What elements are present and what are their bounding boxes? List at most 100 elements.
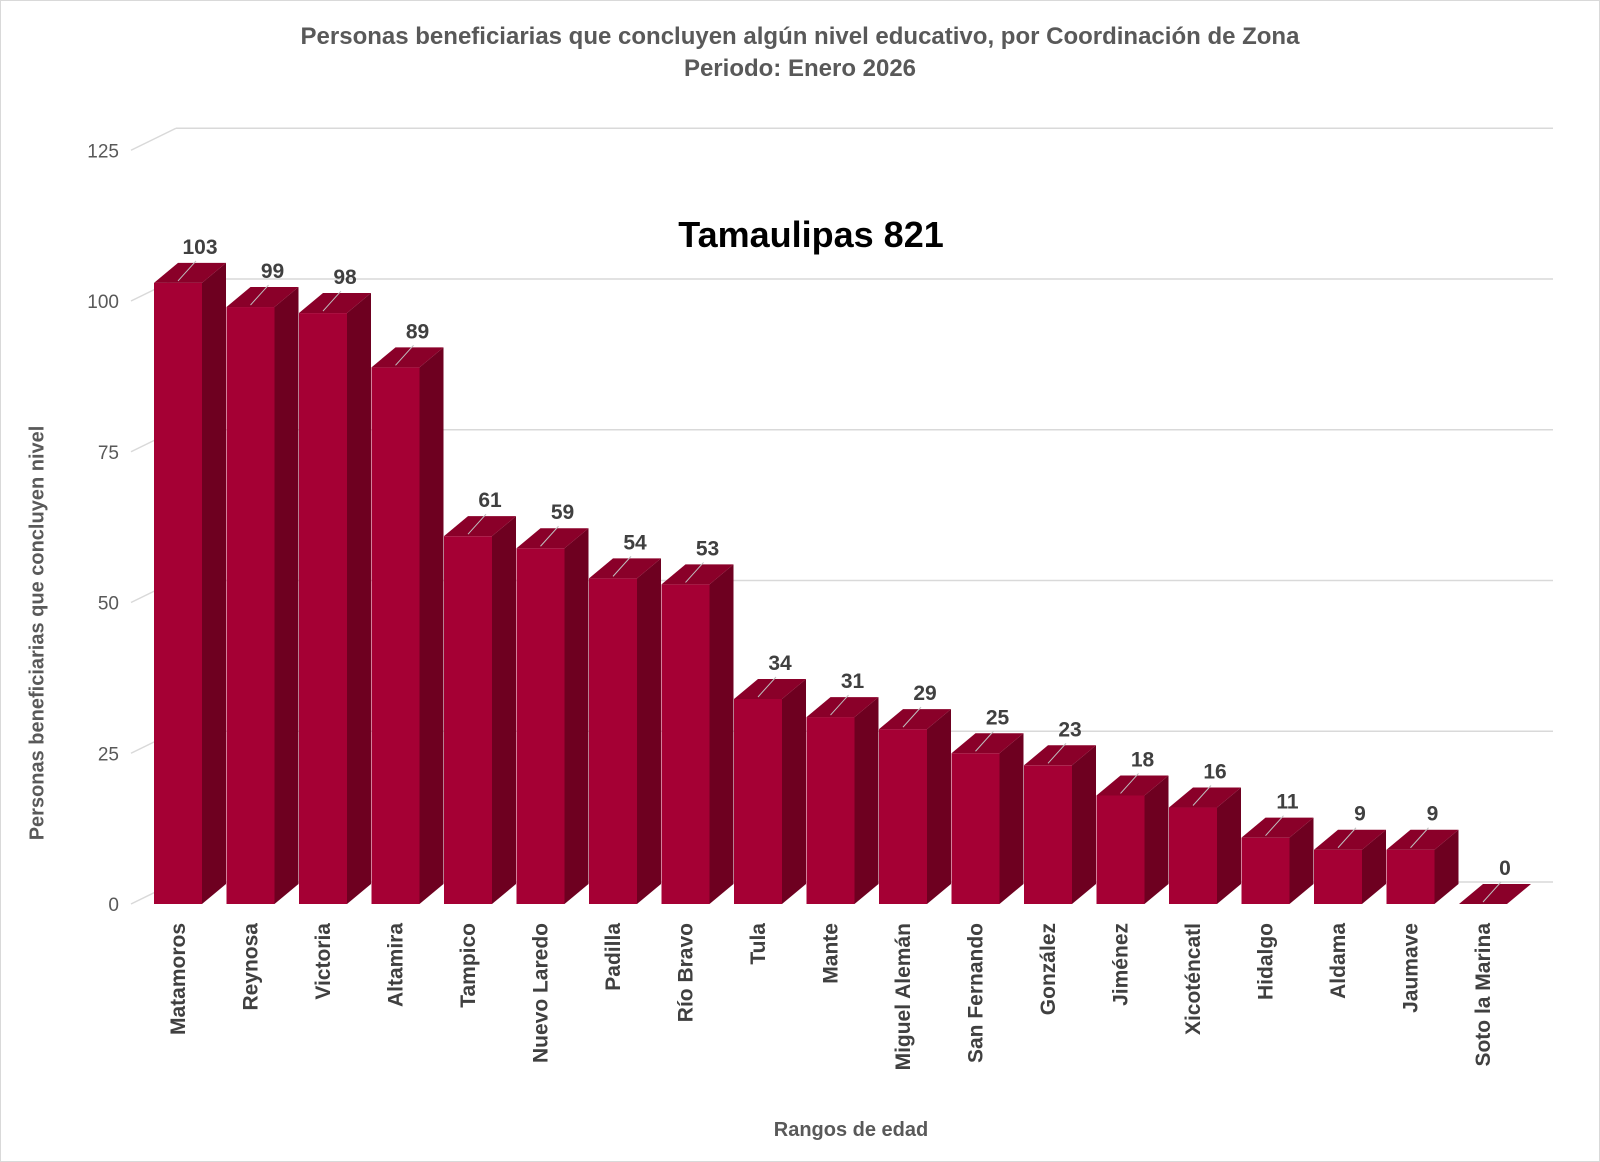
- bar: [1169, 807, 1217, 904]
- x-tick-label: Reynosa: [240, 923, 263, 1011]
- y-axis-title-text: Personas beneficiarias que concluyen niv…: [26, 425, 49, 841]
- x-tick-label: Xicoténcatl: [1182, 923, 1205, 1035]
- bar-top: [1386, 829, 1459, 850]
- bar-side: [709, 564, 734, 904]
- x-tick-label: Tampico: [457, 923, 480, 1008]
- y-tick-label: 25: [98, 744, 119, 765]
- bar-side: [274, 287, 299, 904]
- x-tick-label: Padilla: [602, 923, 625, 991]
- bar: [1386, 849, 1435, 904]
- data-label: 34: [768, 652, 792, 675]
- bar-side: [564, 528, 589, 904]
- bar: [879, 729, 927, 904]
- bar-top: [154, 262, 226, 283]
- bar-top: [1314, 829, 1386, 850]
- data-label: 23: [1058, 718, 1081, 741]
- bar-top: [299, 293, 371, 314]
- bar-side: [1434, 829, 1459, 904]
- bar-side: [1072, 745, 1096, 904]
- data-label-leader: [322, 290, 342, 312]
- data-label-leader: [395, 344, 414, 366]
- bar-top: [879, 709, 951, 730]
- data-label: 11: [1276, 791, 1299, 814]
- data-label-leader: [1120, 773, 1139, 794]
- y-tick-label: 75: [98, 443, 119, 464]
- bar: [951, 753, 1000, 904]
- x-tick-label: Hidalgo: [1255, 923, 1278, 1000]
- data-label: 61: [478, 489, 502, 512]
- y-tick-label: 0: [108, 895, 119, 916]
- data-label: 53: [696, 537, 719, 560]
- y-tick-label: 100: [87, 292, 119, 313]
- x-tick-label: Río Bravo: [675, 923, 698, 1022]
- data-label: 59: [551, 501, 574, 524]
- data-label: 0: [1499, 857, 1511, 880]
- bar-top: [951, 733, 1024, 754]
- data-label-leader: [612, 556, 632, 577]
- bar-side: [492, 516, 516, 904]
- x-tick-label: Victoria: [312, 923, 335, 1000]
- bar: [299, 313, 347, 904]
- bar-top: [1459, 884, 1531, 904]
- bar: [1024, 765, 1072, 904]
- bar-side: [927, 709, 951, 904]
- data-label-leader: [975, 730, 994, 752]
- bar: [734, 698, 782, 904]
- x-tick-label: Mante: [820, 923, 843, 984]
- chart-title: Personas beneficiarias que concluyen alg…: [300, 23, 1300, 50]
- x-tick-label: Tula: [747, 923, 770, 965]
- bar: [154, 282, 202, 904]
- bar-top: [1024, 745, 1096, 766]
- data-label: 103: [182, 236, 217, 259]
- chart-subtitle: Periodo: Enero 2026: [683, 55, 917, 82]
- data-label-leader: [830, 694, 849, 716]
- bar: [1096, 795, 1145, 904]
- bar-top: [806, 697, 879, 718]
- x-axis-category-labels: Matamoros Reynosa Victoria Altamira Tampico N…: [167, 923, 1495, 1071]
- bar: [589, 578, 637, 904]
- data-label: 54: [623, 531, 647, 554]
- data-label-leader: [757, 676, 777, 698]
- bars: [154, 262, 1531, 905]
- bar-top: [516, 528, 589, 549]
- bar-side: [347, 293, 371, 904]
- y-tick-label: 125: [87, 141, 119, 162]
- bar-side: [782, 678, 806, 904]
- x-tick-label: Altamira: [385, 923, 408, 1007]
- bar: [226, 307, 275, 904]
- x-tick-label: San Fernando: [965, 923, 988, 1063]
- bar: [1314, 849, 1362, 904]
- x-tick-label: Miguel Alemán: [892, 923, 915, 1070]
- bar-top: [444, 516, 516, 537]
- data-label-leader: [1337, 827, 1357, 849]
- data-label: 29: [913, 682, 936, 705]
- bar-top: [1096, 775, 1169, 796]
- bar-top: [589, 558, 661, 579]
- bar-top: [661, 564, 734, 585]
- bar-top: [371, 347, 444, 368]
- data-label-leader: [1482, 881, 1502, 903]
- bar: [516, 548, 565, 904]
- y-axis-ticks: 0 25 50 75 100 125: [87, 141, 119, 916]
- bar-top: [1241, 817, 1314, 838]
- bar-side: [202, 262, 226, 904]
- x-axis-title: Rangos de edad: [773, 1119, 929, 1141]
- bar-top: [1169, 787, 1241, 808]
- data-label-leader: [467, 513, 487, 535]
- x-tick-label: Jiménez: [1110, 923, 1133, 1006]
- data-label: 16: [1203, 761, 1226, 784]
- x-tick-label: Jaumave: [1400, 923, 1423, 1013]
- bar-side: [1289, 817, 1314, 904]
- data-label: 31: [841, 670, 865, 693]
- bar-side: [854, 697, 879, 904]
- bar-side: [1144, 775, 1169, 904]
- bar-top: [734, 678, 806, 699]
- data-label-leader: [177, 260, 197, 282]
- bar: [1241, 837, 1290, 904]
- bar: [371, 367, 420, 905]
- data-label: 89: [406, 320, 429, 343]
- bar-side: [999, 733, 1024, 904]
- data-label: 9: [1427, 803, 1439, 826]
